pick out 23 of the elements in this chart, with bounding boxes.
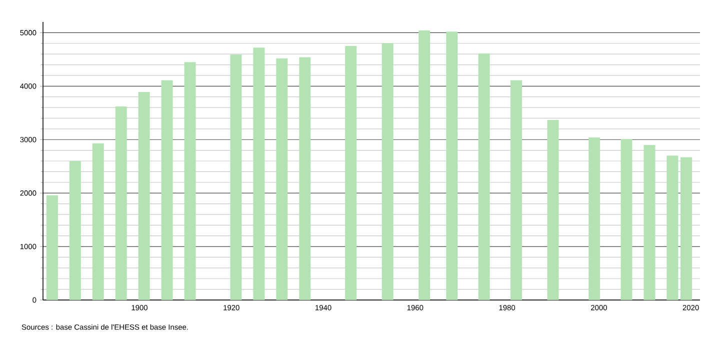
bar bbox=[644, 144, 656, 300]
bar bbox=[253, 48, 265, 300]
bar bbox=[446, 32, 458, 300]
bar bbox=[46, 195, 58, 300]
bar bbox=[510, 80, 522, 300]
bar bbox=[230, 54, 242, 300]
bar bbox=[184, 62, 196, 300]
bar bbox=[680, 157, 692, 300]
bar bbox=[115, 106, 127, 300]
bar bbox=[69, 161, 81, 300]
bar bbox=[345, 46, 357, 300]
bar bbox=[478, 54, 490, 300]
bar bbox=[418, 30, 430, 300]
bar bbox=[161, 80, 173, 300]
bar bbox=[666, 156, 678, 300]
bar bbox=[299, 57, 311, 300]
bar bbox=[547, 120, 559, 300]
bar bbox=[588, 137, 600, 300]
bar bbox=[382, 43, 394, 300]
bar bbox=[92, 143, 104, 300]
bar bbox=[620, 139, 632, 300]
bar bbox=[276, 58, 288, 300]
bar bbox=[138, 92, 150, 300]
